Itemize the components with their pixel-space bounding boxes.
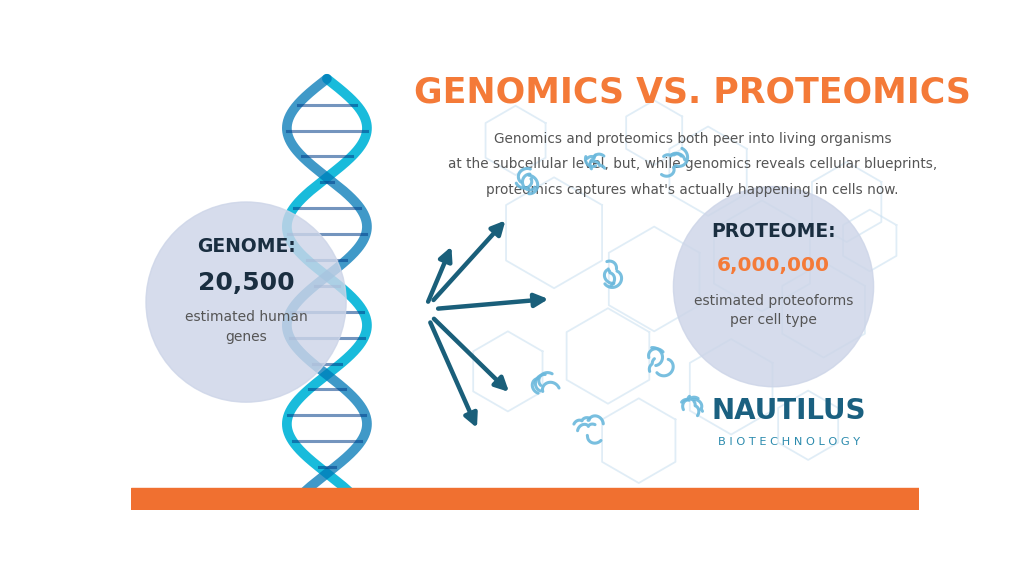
Text: Genomics and proteomics both peer into living organisms: Genomics and proteomics both peer into l…: [494, 132, 892, 146]
Text: NAUTILUS: NAUTILUS: [712, 398, 866, 425]
Text: PROTEOME:: PROTEOME:: [712, 222, 836, 241]
Text: estimated human: estimated human: [184, 311, 307, 324]
Circle shape: [674, 187, 873, 387]
Circle shape: [146, 202, 346, 402]
Text: B I O T E C H N O L O G Y: B I O T E C H N O L O G Y: [718, 437, 860, 447]
Text: per cell type: per cell type: [730, 313, 817, 327]
Text: at the subcellular level, but, while genomics reveals cellular blueprints,: at the subcellular level, but, while gen…: [449, 157, 937, 171]
Text: genes: genes: [225, 329, 267, 344]
Text: 20,500: 20,500: [198, 271, 294, 295]
Text: GENOME:: GENOME:: [197, 237, 296, 256]
Text: proteomics captures what's actually happening in cells now.: proteomics captures what's actually happ…: [486, 183, 899, 197]
Bar: [131, 488, 920, 510]
Text: estimated proteoforms: estimated proteoforms: [694, 293, 853, 308]
Text: 6,000,000: 6,000,000: [717, 256, 830, 274]
Text: GENOMICS VS. PROTEOMICS: GENOMICS VS. PROTEOMICS: [415, 76, 971, 109]
